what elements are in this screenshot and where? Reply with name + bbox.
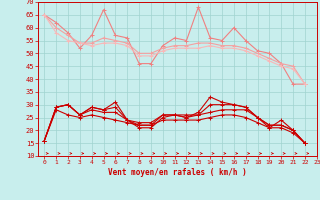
X-axis label: Vent moyen/en rafales ( km/h ): Vent moyen/en rafales ( km/h ) (108, 168, 247, 177)
